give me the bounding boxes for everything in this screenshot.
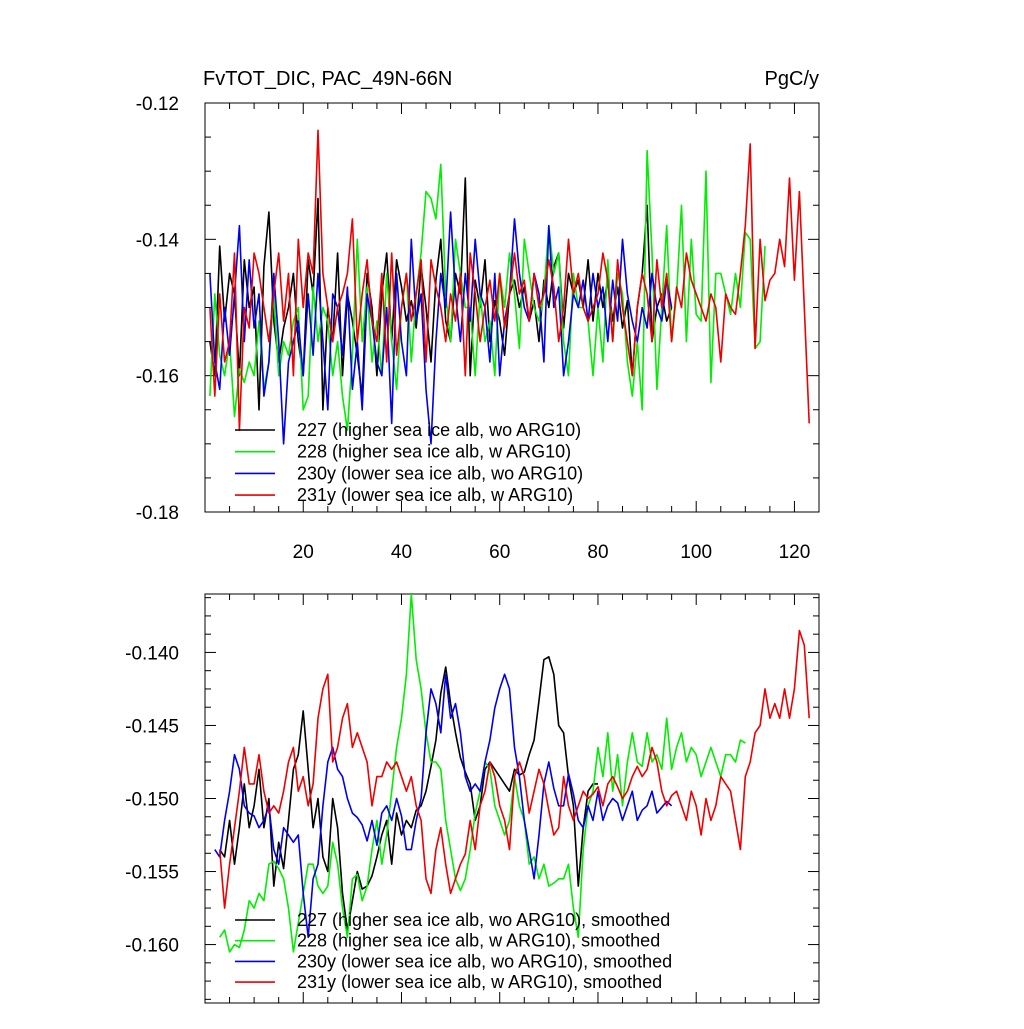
series-line-3	[209, 211, 673, 445]
series-line-4	[209, 129, 810, 432]
legend-entry: 228 (higher sea ice alb, w ARG10), smoot…	[297, 931, 660, 951]
y-tick-label: -0.140	[125, 643, 179, 664]
x-tick-label: 40	[391, 542, 412, 563]
series-lines	[209, 129, 810, 445]
series-lines	[214, 594, 810, 953]
legend-entry: 230y (lower sea ice alb, wo ARG10)	[297, 463, 583, 483]
chart-title: FvTOT_DIC, PAC_49N-66N	[203, 68, 452, 90]
chart-panel-1: 20 40 60 80 100 120 -0.18 -0.16 -0.14 -0.12 FvTOT_…	[136, 68, 820, 563]
legend-entry: 230y (lower sea ice alb, wo ARG10), smoo…	[297, 951, 672, 971]
legend-entry: 227 (higher sea ice alb, wo ARG10), smoo…	[297, 910, 670, 930]
legend-entry: 227 (higher sea ice alb, wo ARG10)	[297, 420, 581, 440]
y-tick-label: -0.145	[125, 716, 179, 737]
y-tick-label: -0.155	[125, 863, 179, 884]
x-tick-label: 60	[489, 542, 510, 563]
series-line-4	[218, 629, 810, 909]
y-tick-label: -0.160	[125, 936, 179, 957]
legend-entry: 231y (lower sea ice alb, w ARG10), smoot…	[297, 972, 662, 992]
legend-entry: 231y (lower sea ice alb, w ARG10)	[297, 485, 573, 505]
x-tick-label: 20	[293, 542, 314, 563]
legend-entry: 228 (higher sea ice alb, w ARG10)	[297, 442, 571, 462]
y-tick-label: -0.14	[136, 230, 180, 251]
x-tick-label: 80	[587, 542, 608, 563]
x-tick-label: 120	[779, 542, 811, 563]
y-tick-label: -0.12	[136, 94, 179, 115]
y-tick-label: -0.150	[125, 790, 179, 811]
x-tick-label: 100	[680, 542, 712, 563]
y-tick-label: -0.16	[136, 367, 179, 388]
y-tick-label: -0.18	[136, 503, 179, 524]
chart-panel-2: -0.160 -0.155 -0.150 -0.145 -0.140 227 (highe…	[125, 593, 820, 1004]
series-line-3	[214, 673, 673, 939]
units-label: PgC/y	[765, 68, 819, 90]
series-line-1	[219, 655, 598, 931]
